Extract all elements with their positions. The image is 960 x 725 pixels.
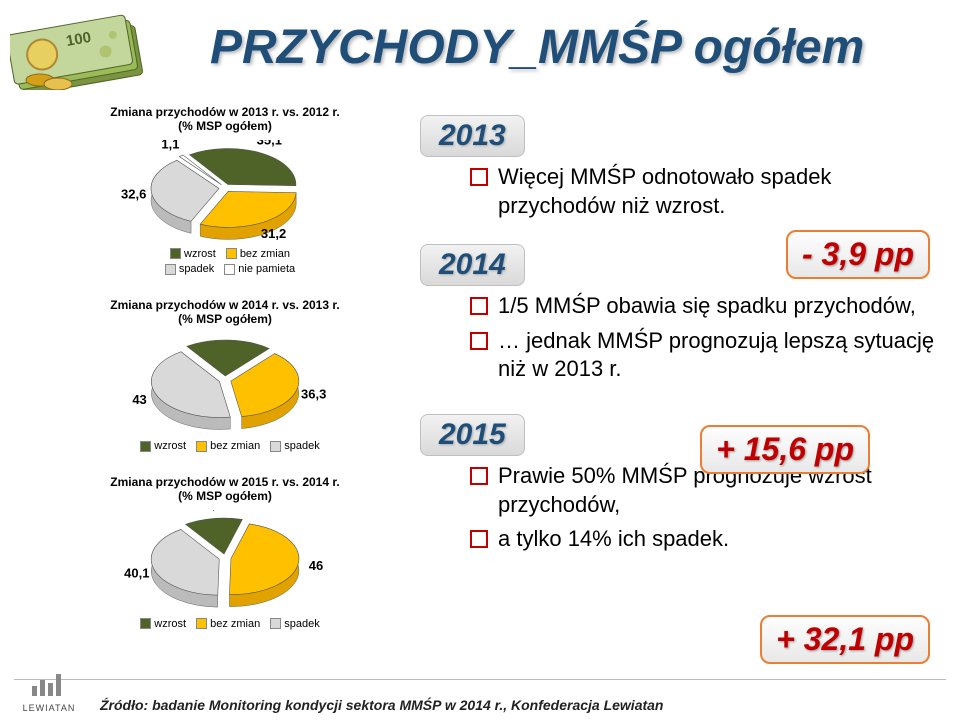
svg-text:32,6: 32,6 [121,186,146,201]
chart-title: Zmiana przychodów w 2015 r. vs. 2014 r. … [70,475,380,504]
bullet-text: a tylko 14% ich spadek. [498,525,729,554]
chart-title: Zmiana przychodów w 2013 r. vs. 2012 r. … [70,105,380,134]
bullet-marker [470,530,488,548]
bullet-item: Więcej MMŚP odnotowało spadek przychodów… [470,163,940,220]
bullet-item: … jednak MMŚP prognozują lepszą sytuację… [470,327,940,384]
svg-text:36,3: 36,3 [301,387,326,402]
chart-2015: Zmiana przychodów w 2015 r. vs. 2014 r. … [70,475,380,632]
pp-badge-2: + 15,6 pp [700,425,870,474]
logo-icon [29,674,69,696]
bullet-item: 1/5 MMŚP obawia się spadku przychodów, [470,292,940,321]
chart-2013: Zmiana przychodów w 2013 r. vs. 2012 r. … [70,105,380,278]
svg-text:13,9: 13,9 [197,510,222,512]
text-column: 2013 Więcej MMŚP odnotowało spadek przyc… [420,115,940,560]
pie-chart: 35,1 31,2 32,6 1,1 [110,140,340,245]
footer-source: Źródło: badanie Monitoring kondycji sekt… [100,697,664,713]
bullet-text: Więcej MMŚP odnotowało spadek przychodów… [498,163,940,220]
logo-text: LEWIATAN [14,703,84,713]
pp-badge-1: - 3,9 pp [786,230,930,279]
logo: LEWIATAN [14,674,84,713]
svg-text:1,1: 1,1 [161,140,179,152]
bullet-marker [470,332,488,350]
chart-title: Zmiana przychodów w 2014 r. vs. 2013 r. … [70,298,380,327]
charts-column: Zmiana przychodów w 2013 r. vs. 2012 r. … [70,105,380,652]
bullet-marker [470,467,488,485]
svg-text:46: 46 [309,557,323,572]
year-badge-2014: 2014 [420,244,525,286]
svg-text:20,7: 20,7 [217,332,242,333]
year-badge-2015: 2015 [420,414,525,456]
pie-chart: 20,7 36,3 43 [110,332,340,437]
page-title: PRZYCHODY_MMŚP ogółem [210,20,864,75]
chart-2014: Zmiana przychodów w 2014 r. vs. 2013 r. … [70,298,380,455]
divider [14,679,946,680]
money-image: 100 [10,10,160,90]
bullet-marker [470,168,488,186]
year-badge-2013: 2013 [420,115,525,157]
bullet-marker [470,297,488,315]
pie-chart: 13,9 46 40,1 [110,510,340,615]
bullet-item: a tylko 14% ich spadek. [470,525,940,554]
legend: wzrostbez zmianspadek [70,617,380,632]
svg-text:43: 43 [132,392,146,407]
legend: wzrostbez zmianspadek [70,439,380,454]
pp-badge-3: + 32,1 pp [760,615,930,664]
legend: wzrostbez zmianspadeknie pamieta [70,247,380,278]
svg-text:31,2: 31,2 [261,226,286,241]
bullet-text: 1/5 MMŚP obawia się spadku przychodów, [498,292,916,321]
svg-text:40,1: 40,1 [124,565,149,580]
bullet-text: … jednak MMŚP prognozują lepszą sytuację… [498,327,940,384]
svg-text:35,1: 35,1 [257,140,282,148]
